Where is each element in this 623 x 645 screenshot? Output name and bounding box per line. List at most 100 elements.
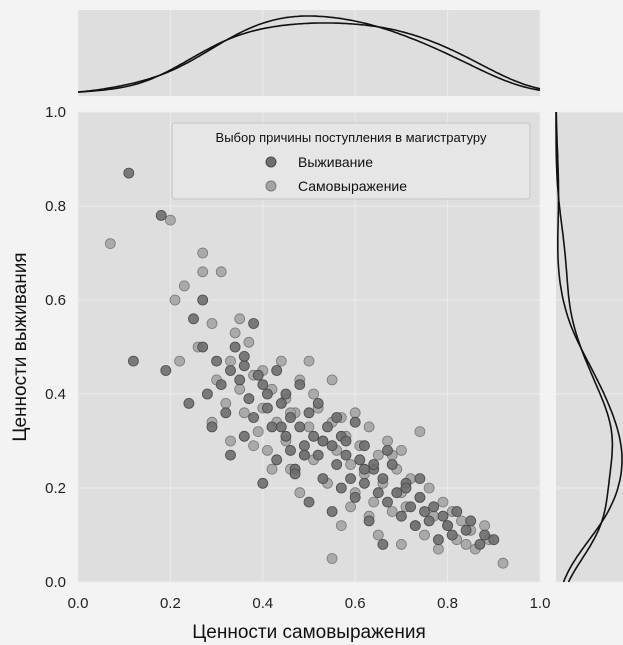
point-vyzhivanie xyxy=(261,388,273,400)
point-vyzhivanie xyxy=(405,501,417,513)
point-samovyrazhenie xyxy=(303,421,315,433)
point-vyzhivanie xyxy=(303,496,315,508)
point-vyzhivanie xyxy=(331,459,343,470)
point-vyzhivanie xyxy=(414,491,426,503)
point-vyzhivanie xyxy=(400,482,412,494)
point-vyzhivanie xyxy=(460,524,472,536)
point-vyzhivanie xyxy=(225,449,236,461)
top-density-panel xyxy=(78,10,540,96)
legend-title: Выбор причины поступления в магистратуру xyxy=(216,130,487,145)
point-samovyrazhenie xyxy=(456,515,467,527)
point-samovyrazhenie xyxy=(174,355,186,367)
point-vyzhivanie xyxy=(465,515,477,527)
x-tick-label: 0.8 xyxy=(437,595,458,612)
legend: Выбор причины поступления в магистратуру… xyxy=(171,122,531,200)
point-samovyrazhenie xyxy=(382,435,393,447)
point-vyzhivanie xyxy=(160,365,172,376)
point-vyzhivanie xyxy=(183,397,195,409)
x-tick-label: 0.4 xyxy=(252,595,273,612)
point-samovyrazhenie xyxy=(326,553,338,564)
point-vyzhivanie xyxy=(317,435,329,447)
point-vyzhivanie xyxy=(372,487,384,499)
point-samovyrazhenie xyxy=(169,294,181,306)
y-tick-label: 0.4 xyxy=(45,386,66,403)
point-vyzhivanie xyxy=(409,520,421,531)
point-vyzhivanie xyxy=(197,341,209,353)
point-vyzhivanie xyxy=(331,412,343,423)
point-vyzhivanie xyxy=(225,365,236,376)
point-vyzhivanie xyxy=(289,468,301,480)
right-density-curves xyxy=(555,112,623,583)
point-vyzhivanie xyxy=(294,379,306,391)
point-vyzhivanie xyxy=(308,430,320,442)
point-samovyrazhenie xyxy=(497,557,509,569)
point-vyzhivanie xyxy=(248,318,260,329)
point-samovyrazhenie xyxy=(335,520,347,531)
point-samovyrazhenie xyxy=(220,397,232,409)
point-vyzhivanie xyxy=(479,529,491,541)
point-vyzhivanie xyxy=(382,444,393,456)
point-vyzhivanie xyxy=(414,473,426,485)
point-vyzhivanie xyxy=(275,421,287,433)
y-tick-label: 1.0 xyxy=(45,104,66,121)
right-density-samovyrazhenie xyxy=(555,112,614,583)
point-samovyrazhenie xyxy=(104,238,116,250)
point-samovyrazhenie xyxy=(229,327,241,339)
point-vyzhivanie xyxy=(428,501,440,513)
point-vyzhivanie xyxy=(257,477,269,489)
legend-marker-samovyrazhenie xyxy=(265,180,277,192)
y-tick-label: 0.6 xyxy=(45,292,66,309)
point-vyzhivanie xyxy=(275,397,287,409)
point-vyzhivanie xyxy=(363,515,375,527)
point-vyzhivanie xyxy=(322,421,333,433)
point-samovyrazhenie xyxy=(345,501,357,513)
y-tick-label: 0.8 xyxy=(45,198,66,215)
point-vyzhivanie xyxy=(252,369,264,381)
x-tick-labels: 0.0 0.2 0.4 0.6 0.8 1.0 xyxy=(68,595,551,612)
point-samovyrazhenie xyxy=(479,520,491,531)
y-tick-labels: 0.0 0.2 0.4 0.6 0.8 1.0 xyxy=(45,104,66,591)
scatter-points xyxy=(104,167,509,569)
point-vyzhivanie xyxy=(123,167,135,179)
point-samovyrazhenie xyxy=(345,459,357,470)
point-samovyrazhenie xyxy=(419,529,430,541)
point-samovyrazhenie xyxy=(423,482,435,494)
legend-label-samovyrazhenie: Самовыражение xyxy=(298,178,407,194)
point-vyzhivanie xyxy=(377,539,389,550)
point-vyzhivanie xyxy=(312,397,324,409)
x-tick-label: 0.2 xyxy=(160,595,181,612)
point-vyzhivanie xyxy=(271,454,283,466)
legend-label-vyzhivanie: Выживание xyxy=(298,154,373,170)
x-tick-label: 0.0 xyxy=(68,595,89,612)
point-samovyrazhenie xyxy=(303,355,315,367)
point-samovyrazhenie xyxy=(248,440,260,452)
point-samovyrazhenie xyxy=(243,336,255,348)
point-vyzhivanie xyxy=(127,355,139,367)
point-vyzhivanie xyxy=(354,454,366,466)
point-samovyrazhenie xyxy=(395,444,407,456)
top-density-samovyrazhenie xyxy=(77,22,541,93)
point-samovyrazhenie xyxy=(326,374,338,386)
point-vyzhivanie xyxy=(340,435,352,447)
point-vyzhivanie xyxy=(206,421,218,433)
point-vyzhivanie xyxy=(317,473,329,485)
point-samovyrazhenie xyxy=(238,407,250,419)
point-vyzhivanie xyxy=(257,379,269,391)
point-vyzhivanie xyxy=(386,459,398,470)
point-vyzhivanie xyxy=(395,510,407,522)
point-vyzhivanie xyxy=(155,209,167,221)
point-vyzhivanie xyxy=(248,412,260,423)
point-vyzhivanie xyxy=(377,473,389,485)
point-samovyrazhenie xyxy=(349,407,361,419)
point-vyzhivanie xyxy=(442,520,454,531)
point-vyzhivanie xyxy=(298,449,310,461)
point-vyzhivanie xyxy=(335,482,347,494)
point-samovyrazhenie xyxy=(261,444,273,456)
point-samovyrazhenie xyxy=(460,539,472,550)
point-vyzhivanie xyxy=(349,416,361,428)
point-vyzhivanie xyxy=(358,463,370,475)
point-samovyrazhenie xyxy=(432,543,444,555)
point-vyzhivanie xyxy=(243,393,255,405)
point-vyzhivanie xyxy=(358,440,370,452)
x-tick-label: 0.6 xyxy=(345,595,366,612)
